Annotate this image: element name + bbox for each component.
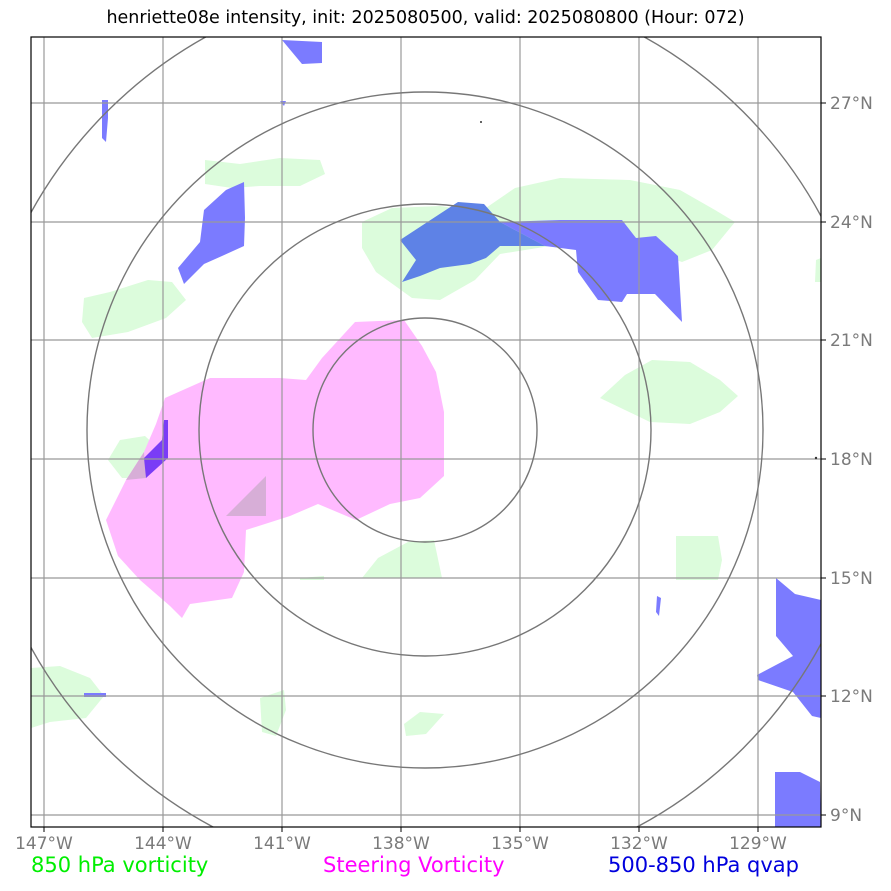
lon-tick-label: 138°W: [372, 834, 430, 854]
vort850-region: [600, 360, 738, 424]
qvap-region: [757, 578, 821, 718]
qvap-region: [775, 772, 821, 827]
lon-tick-label: 147°W: [15, 834, 73, 854]
qvap-region: [500, 220, 682, 322]
legend-qvap: 500-850 hPa qvap: [608, 853, 799, 877]
range-ring: [312, 317, 538, 543]
vort850-region: [260, 690, 286, 736]
vort850-region: [362, 540, 442, 578]
vort850-region: [205, 158, 325, 188]
overlap-qvap-steering-layer: [144, 420, 168, 478]
lon-tick-label: 129°W: [729, 834, 787, 854]
lat-tick-label: 9°N: [830, 806, 862, 826]
map-plot-area: [31, 37, 821, 827]
lat-tick-label: 15°N: [830, 569, 873, 589]
range-rings: [31, 37, 821, 827]
marker-dot: [814, 456, 818, 460]
qvap-region: [656, 596, 661, 616]
lon-tick-label: 132°W: [610, 834, 668, 854]
vort850-region: [31, 666, 104, 728]
legend-850-vorticity: 850 hPa vorticity: [31, 853, 209, 877]
latitude-axis: 27°N 24°N 21°N 18°N 15°N 12°N 9°N: [821, 94, 873, 826]
lat-tick-label: 18°N: [830, 450, 873, 470]
vort850-region: [82, 280, 186, 338]
qvap-region: [178, 182, 245, 284]
longitude-axis: 147°W 144°W 141°W 138°W 135°W 132°W 129°W: [15, 827, 787, 854]
lon-tick-label: 141°W: [253, 834, 311, 854]
legend-steering-vorticity: Steering Vorticity: [323, 853, 505, 877]
range-ring: [198, 203, 652, 657]
vort850-region: [404, 712, 444, 736]
lat-tick-label: 21°N: [830, 331, 873, 351]
gridlines: [31, 37, 821, 827]
steering-vorticity-layer: [106, 320, 444, 618]
map-frame: [30, 36, 822, 828]
overlap-steering-vort850: [226, 476, 266, 516]
lat-tick-label: 27°N: [830, 94, 873, 114]
page-title: henriette08e intensity, init: 2025080500…: [106, 8, 745, 28]
vorticity-850-layer: [31, 158, 821, 736]
lat-tick-label: 24°N: [830, 213, 873, 233]
lon-tick-label: 144°W: [134, 834, 192, 854]
overlap-qvap-steering: [144, 420, 168, 478]
qvap-region: [102, 100, 108, 142]
vort850-region: [676, 536, 722, 580]
qvap-layer: [84, 40, 821, 827]
range-ring: [86, 91, 764, 769]
qvap-region: [282, 40, 322, 64]
steering-region: [106, 320, 444, 618]
vort850-region: [815, 258, 821, 282]
marker-dot: [480, 121, 482, 123]
lon-tick-label: 135°W: [491, 834, 549, 854]
lat-tick-label: 12°N: [830, 687, 873, 707]
